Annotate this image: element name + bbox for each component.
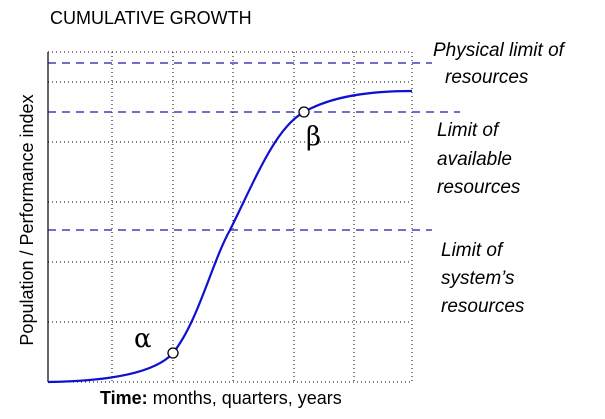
limit-label: system’s	[441, 268, 515, 289]
beta-label: β	[306, 122, 321, 152]
limit-label: Limit of	[437, 120, 500, 141]
limit-label: Limit of	[441, 240, 504, 261]
limit-label: Physical limit of	[433, 40, 566, 61]
limit-label: resources	[437, 177, 521, 198]
limit-label: resources	[445, 67, 529, 88]
alpha-label: α	[134, 324, 152, 354]
growth-curve	[47, 89, 413, 384]
alpha-point	[167, 347, 179, 359]
plot-frame	[47, 51, 413, 383]
limit-label: resources	[441, 296, 525, 317]
x-axis-label-text: months, quarters, years	[153, 388, 342, 408]
plot-area	[47, 51, 413, 383]
x-axis-label-bold: Time:	[100, 388, 148, 408]
limit-label: available	[437, 149, 512, 170]
x-axis-label: Time: months, quarters, years	[100, 388, 342, 408]
title: CUMULATIVE GROWTH	[50, 8, 252, 28]
y-axis-label: Population / Performance index	[17, 94, 37, 345]
beta-point	[298, 106, 310, 118]
